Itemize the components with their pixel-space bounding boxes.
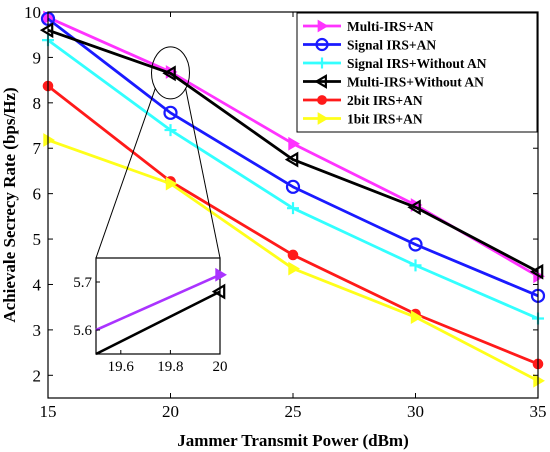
legend-marker — [317, 95, 327, 105]
inset-x-tick-label: 19.6 — [108, 359, 135, 375]
inset-x-tick-label: 20 — [213, 359, 228, 375]
inset-x-tick-label: 19.8 — [157, 359, 183, 375]
y-tick-label: 9 — [33, 48, 42, 67]
inset-frame — [95, 257, 221, 355]
x-axis-title: Jammer Transmit Power (dBm) — [177, 431, 409, 450]
data-layer — [39, 10, 546, 388]
data-point — [408, 237, 423, 252]
series-6 — [43, 133, 545, 388]
x-tick-label: 20 — [162, 402, 179, 421]
zoom-ellipse — [151, 46, 190, 100]
legend-label: Signal IRS+Without AN — [347, 56, 487, 71]
data-point — [533, 373, 545, 388]
inset-data-point — [211, 283, 226, 300]
zoom-callout — [95, 46, 221, 259]
legend-label: Multi-IRS+AN — [347, 19, 434, 34]
inset-plot: 19.6 19.8 20 5.6 5.7 — [73, 257, 228, 375]
legend-marker — [314, 74, 327, 89]
inset-series-1 — [95, 267, 227, 332]
data-point — [285, 179, 301, 194]
data-point — [39, 22, 54, 39]
data-point — [407, 199, 421, 216]
y-tick-label: 7 — [33, 139, 42, 158]
inset-data-point — [215, 267, 227, 282]
data-point — [163, 105, 178, 120]
legend-label: Signal IRS+AN — [347, 38, 436, 53]
legend-entry: 1bit IRS+AN — [303, 112, 423, 127]
legend-entry: Multi-IRS+AN — [303, 19, 434, 34]
legend-box — [296, 12, 538, 133]
zoom-connector — [95, 87, 156, 259]
inset-series-line — [95, 290, 221, 356]
y-tick-label: 3 — [33, 321, 42, 340]
y-tick-label: 6 — [33, 185, 42, 204]
data-point — [288, 136, 300, 151]
legend-entry: Signal IRS+AN — [303, 38, 436, 53]
y-tick-label: 2 — [33, 366, 42, 385]
data-point — [287, 202, 299, 215]
legend-label: 1bit IRS+AN — [347, 112, 423, 127]
series-line — [47, 28, 539, 273]
legend-marker — [315, 37, 329, 52]
legend-label: Multi-IRS+Without AN — [347, 75, 484, 90]
data-point — [409, 259, 422, 272]
legend-marker — [317, 112, 329, 125]
y-tick-label: 8 — [33, 94, 42, 113]
x-tick-label: 15 — [40, 402, 57, 421]
legend-marker — [316, 57, 328, 69]
inset-y-tick-label: 5.6 — [73, 323, 92, 339]
y-tick-label: 5 — [33, 230, 42, 249]
y-axis-title: Achievale Secrecy Rate (bps/Hz) — [0, 87, 19, 322]
series-line — [47, 17, 539, 298]
inset-series-line — [95, 273, 221, 332]
inset-y-tick-label: 5.7 — [73, 275, 92, 291]
y-tick-label: 10 — [24, 3, 41, 22]
data-point — [287, 249, 299, 261]
legend: Multi-IRS+AN Signal IRS+AN Signal IRS+With… — [296, 12, 538, 133]
zoom-connector — [185, 87, 221, 259]
legend-entry: 2bit IRS+AN — [303, 93, 423, 108]
legend-label: 2bit IRS+AN — [347, 93, 423, 108]
x-tick-label: 25 — [285, 402, 302, 421]
x-tick-label: 30 — [407, 402, 424, 421]
axes-layer: 15 20 25 30 35 2 3 4 5 6 7 8 9 10 — [24, 3, 547, 421]
data-point — [162, 65, 176, 82]
series-4 — [39, 22, 544, 280]
data-point — [164, 124, 177, 137]
data-point — [529, 263, 544, 280]
data-point — [284, 151, 299, 168]
x-tick-label: 35 — [530, 402, 547, 421]
legend-marker — [317, 19, 329, 33]
data-point — [43, 133, 55, 147]
y-tick-label: 4 — [33, 275, 42, 294]
data-point — [165, 176, 178, 191]
legend-entry: Multi-IRS+Without AN — [303, 74, 484, 90]
data-point — [410, 310, 423, 325]
legend-entry: Signal IRS+Without AN — [303, 56, 487, 71]
inset-series-2 — [95, 283, 226, 356]
data-point — [288, 261, 300, 276]
